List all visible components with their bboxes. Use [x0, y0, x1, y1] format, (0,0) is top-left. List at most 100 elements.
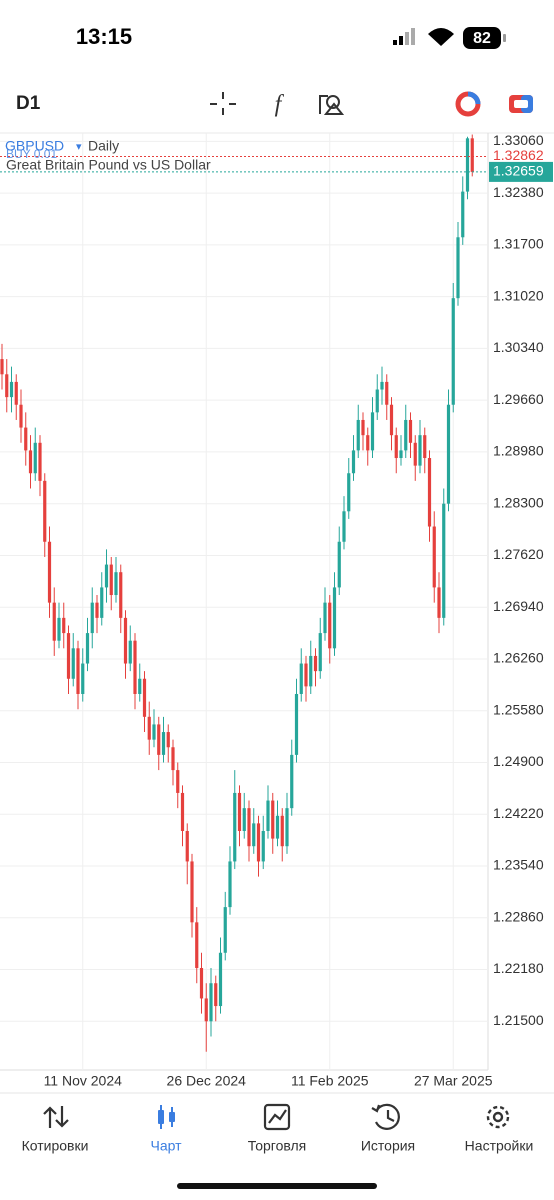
indicators-button[interactable]: f [275, 92, 285, 118]
candle-body [90, 602, 94, 634]
candle-body [465, 138, 470, 192]
candle-body [313, 655, 318, 672]
x-tick-label: 27 Mar 2025 [414, 1073, 493, 1089]
candle-body [266, 800, 270, 831]
nav-item[interactable]: Настройки [465, 1138, 534, 1154]
candle-body [389, 404, 394, 436]
candle-body [157, 724, 161, 755]
candle-body [347, 473, 351, 512]
x-tick-label: 11 Feb 2025 [291, 1073, 369, 1089]
y-tick-label: 1.29660 [493, 391, 544, 407]
nav-item[interactable]: История [361, 1138, 415, 1154]
candle-body [104, 564, 109, 588]
candle-body [309, 655, 313, 687]
candle-body [138, 678, 142, 694]
candle-body [66, 633, 71, 679]
candle-body [128, 640, 132, 664]
candle-body [228, 861, 232, 908]
y-tick-label: 1.23540 [493, 857, 544, 873]
candle-body [294, 693, 299, 755]
candle-body [427, 458, 432, 527]
candle-body [337, 541, 341, 588]
candle-body [366, 435, 370, 451]
objects-button[interactable] [319, 95, 345, 115]
candle-body [356, 419, 360, 451]
candle-body [470, 138, 474, 172]
trade-ring-button[interactable] [455, 91, 481, 117]
candle-body [451, 298, 455, 405]
candle-body [214, 983, 218, 1007]
candle-body [71, 648, 75, 679]
candle-body [166, 732, 170, 748]
bottom-nav: Котировки Чарт Торговля История Настройки [22, 1138, 534, 1154]
chart: 1.33060 1.32380 1.31700 1.31020 1.30340 1.296… [0, 132, 553, 1089]
candle-body [38, 442, 42, 481]
candle-body [290, 754, 294, 809]
candle-body [57, 617, 61, 641]
candle-body [361, 419, 365, 436]
crosshair-button[interactable] [210, 92, 236, 115]
symbol-label[interactable]: GBPUSD [5, 138, 64, 154]
candle-body [176, 770, 180, 793]
candle-body [0, 359, 4, 375]
battery-icon [463, 27, 501, 49]
candle-body [195, 922, 199, 969]
candle-body [408, 419, 413, 443]
candle-body [461, 191, 465, 238]
candle-body [9, 381, 14, 398]
candle-body [223, 907, 227, 953]
candle-body [456, 237, 460, 299]
candle-body [304, 663, 308, 687]
nav-item[interactable]: Котировки [22, 1138, 89, 1154]
candle-body [385, 381, 389, 405]
candle-body [437, 587, 441, 618]
candle-body [446, 404, 451, 504]
y-tick-label: 1.30340 [493, 339, 544, 355]
candle-body [247, 808, 251, 847]
battery-tip [503, 34, 506, 42]
candle-body [119, 572, 123, 618]
quotes-icon [43, 1106, 69, 1128]
price-line-label: 1.32862 [493, 147, 544, 163]
wifi-icon [428, 28, 454, 46]
y-tick-label: 1.22180 [493, 960, 544, 976]
candle-body [109, 564, 113, 596]
onclick-trade-button[interactable] [509, 95, 533, 113]
candle-body [204, 998, 208, 1022]
candle-body [180, 792, 185, 831]
candle-body [171, 747, 175, 771]
candle-body [280, 815, 284, 847]
timeframe-button[interactable]: D1 [16, 93, 41, 114]
candle-body [323, 602, 327, 634]
candle-body [100, 587, 104, 618]
candle-body [47, 541, 52, 603]
nav-item[interactable]: Торговля [248, 1138, 306, 1154]
y-tick-label: 1.31700 [493, 236, 544, 252]
candle-body [375, 389, 379, 413]
candle-body [19, 404, 23, 428]
order-label: BUY 0.01 [6, 147, 57, 161]
candle-body [95, 602, 99, 618]
candle-body [33, 442, 37, 474]
symbol-dropdown[interactable]: ▾ [76, 141, 82, 153]
battery-level: 82 [473, 30, 491, 47]
settings-icon [486, 1105, 510, 1129]
candle-body [261, 830, 265, 862]
candle-body [147, 716, 151, 740]
candle-body [123, 617, 128, 664]
candle-body [81, 663, 85, 694]
candle-body [237, 792, 242, 831]
candle-body [256, 823, 261, 862]
candle-body [185, 830, 189, 862]
candle-body [404, 419, 408, 451]
nav-item[interactable]: Чарт [150, 1138, 182, 1154]
candle-body [24, 427, 28, 451]
x-tick-label: 11 Nov 2024 [44, 1073, 123, 1089]
y-tick-label: 1.26940 [493, 598, 544, 614]
candle-body [114, 572, 118, 596]
candle-body [161, 732, 166, 755]
candle-body [271, 800, 275, 839]
candle-body [209, 983, 213, 1022]
candle-body [28, 450, 33, 474]
